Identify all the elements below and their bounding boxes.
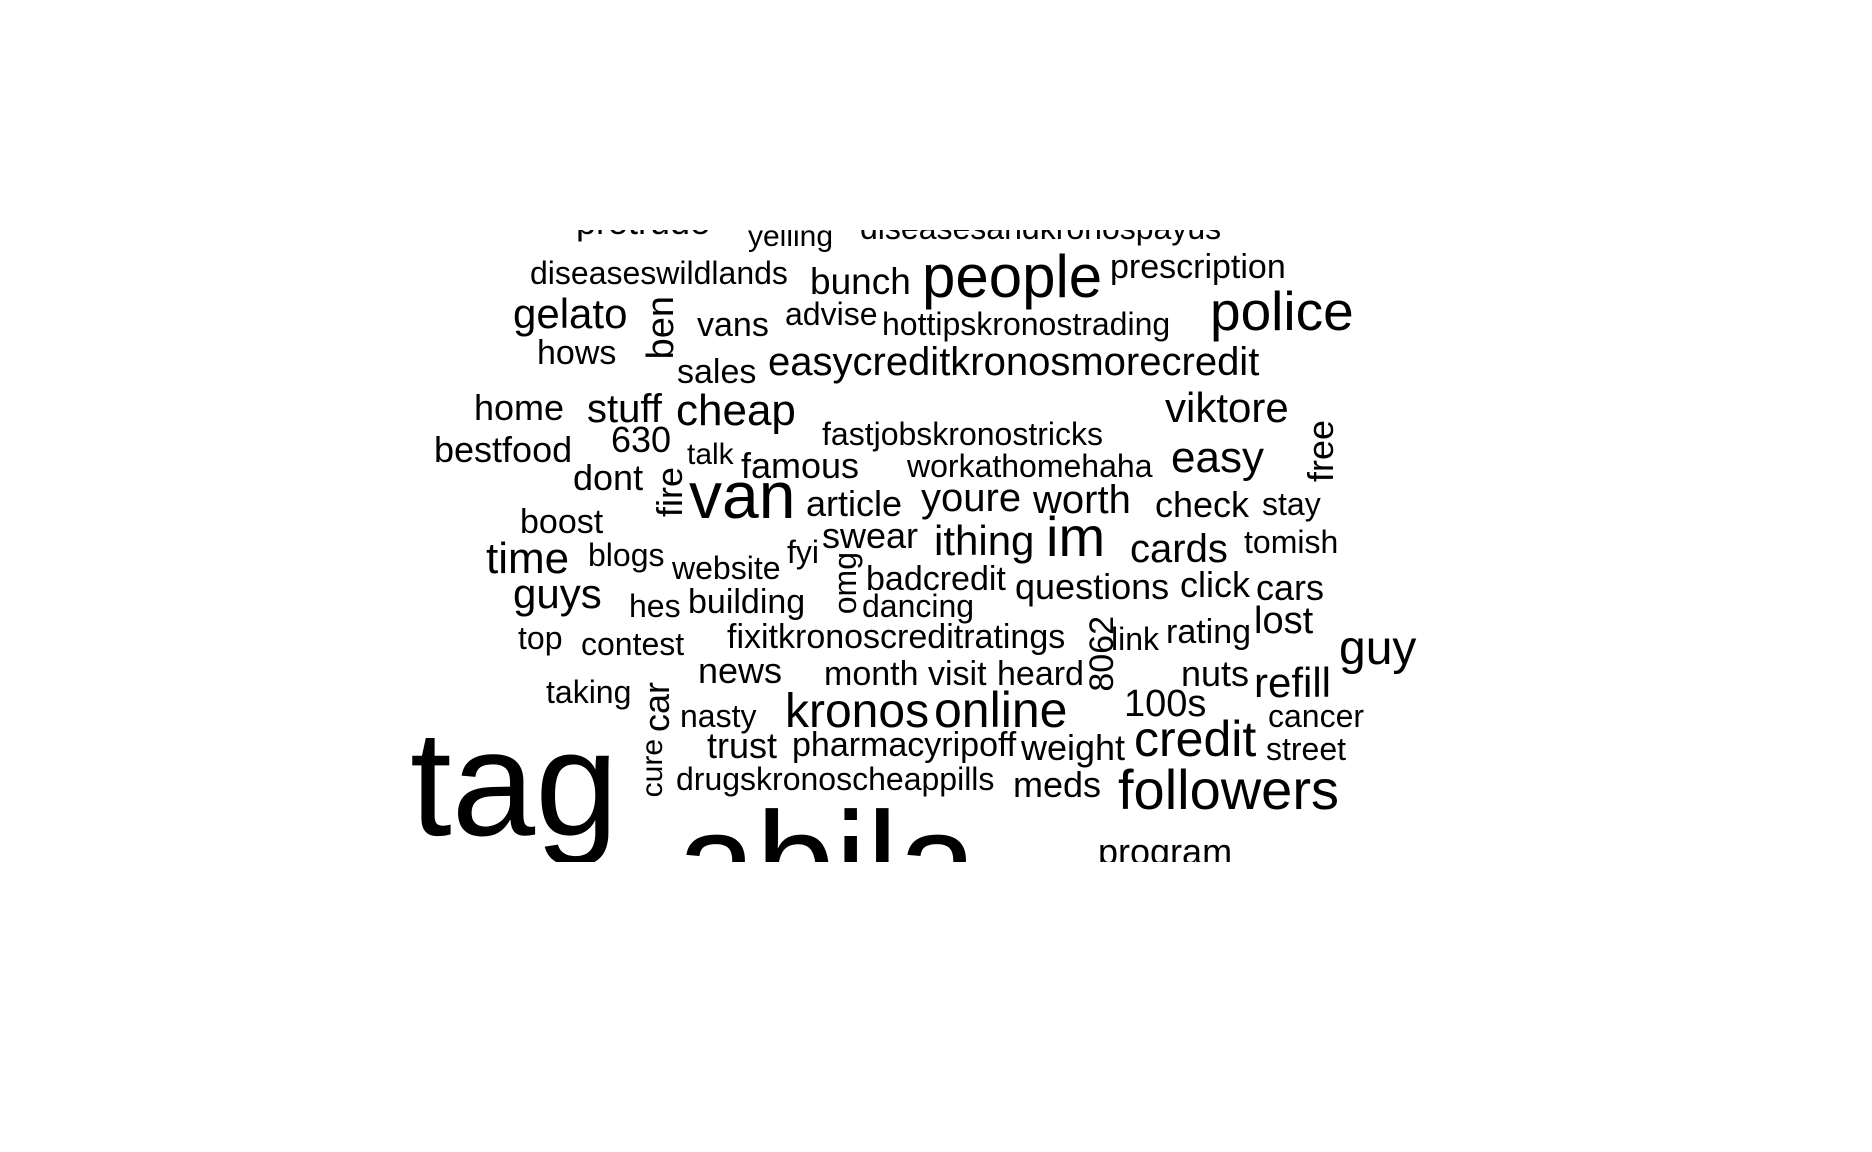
word-check: check — [1155, 484, 1250, 525]
word-tag: tag — [410, 699, 619, 862]
word-guys: guys — [513, 570, 602, 617]
word-talk: talk — [687, 438, 734, 471]
word-stay: stay — [1262, 486, 1321, 522]
word-nasty: nasty — [680, 698, 757, 734]
word-630: 630 — [611, 419, 672, 460]
word-diseasesandkronospayus: diseasesandkronospayus — [860, 230, 1221, 244]
word-home: home — [474, 387, 565, 428]
word-cure: cure — [636, 739, 669, 798]
word-fire: fire — [649, 467, 690, 518]
word-article: article — [806, 483, 903, 524]
word-ben: ben — [640, 296, 682, 360]
word-cloud: protrude yelling diseasesandkronospayus … — [0, 230, 1872, 862]
word-drugskronoscheappills: drugskronoscheappills — [676, 761, 995, 797]
word-workathomehaha: workathomehaha — [907, 448, 1153, 484]
word-fixitkronoscreditratings: fixitkronoscreditratings — [727, 618, 1066, 656]
word-viktore: viktore — [1165, 384, 1289, 431]
word-heard: heard — [997, 655, 1084, 693]
word-vans: vans — [697, 306, 769, 344]
word-im: im — [1046, 505, 1106, 568]
word-gelato: gelato — [513, 290, 628, 337]
word-program: program — [1098, 831, 1233, 863]
word-lost: lost — [1254, 600, 1314, 642]
word-diseaseswildlands: diseaseswildlands — [530, 255, 788, 291]
word-dancing: dancing — [862, 588, 975, 624]
word-free: free — [1300, 420, 1341, 483]
word-van: van — [689, 458, 796, 532]
word-hes: hes — [629, 588, 681, 624]
word-advise: advise — [785, 296, 878, 332]
word-easycreditkronosmorecredit: easycreditkronosmorecredit — [768, 340, 1260, 384]
word-bunch: bunch — [810, 261, 911, 302]
word-ithing: ithing — [934, 517, 1035, 564]
word-month: month — [824, 655, 919, 693]
word-guy: guy — [1339, 622, 1417, 675]
word-bestfood: bestfood — [434, 429, 573, 470]
word-police: police — [1210, 280, 1354, 342]
word-boost: boost — [520, 503, 604, 541]
word-kronos: kronos — [785, 685, 930, 738]
word-tomish: tomish — [1244, 524, 1339, 560]
word-website: website — [672, 550, 781, 586]
word-sales: sales — [677, 353, 757, 391]
word-car: car — [636, 682, 677, 733]
word-click: click — [1180, 564, 1250, 605]
word-pharmacyripoff: pharmacyripoff — [792, 726, 1017, 764]
word-omg: omg — [827, 552, 863, 615]
word-hows: hows — [537, 334, 617, 372]
word-fastjobskronostricks: fastjobskronostricks — [822, 416, 1103, 452]
word-online: online — [934, 682, 1068, 738]
word-cancer: cancer — [1268, 698, 1365, 734]
word-prescription: prescription — [1110, 248, 1286, 286]
word-refill: refill — [1254, 659, 1332, 706]
word-trust: trust — [707, 725, 778, 766]
word-abila: abila — [677, 792, 977, 863]
word-meds: meds — [1013, 764, 1102, 805]
word-famous: famous — [741, 445, 860, 486]
word-blogs: blogs — [588, 537, 665, 573]
word-weight: weight — [1021, 727, 1126, 768]
word-followers: followers — [1118, 758, 1339, 821]
word-visit: visit — [928, 655, 987, 693]
word-news: news — [698, 650, 783, 691]
word-time: time — [486, 534, 570, 583]
word-building: building — [688, 583, 806, 621]
word-people: people — [922, 243, 1103, 310]
word-badcredit: badcredit — [866, 560, 1006, 598]
word-street: street — [1266, 731, 1347, 767]
word-top: top — [518, 620, 563, 656]
word-contest: contest — [581, 626, 685, 662]
word-protrude: protrude — [576, 230, 710, 240]
word-worth: worth — [1033, 478, 1131, 522]
word-youre: youre — [921, 476, 1022, 520]
word-swear: swear — [822, 515, 919, 556]
word-dont: dont — [573, 457, 644, 498]
word-cheap: cheap — [676, 386, 796, 435]
word-taking: taking — [546, 674, 632, 710]
word-credit: credit — [1134, 711, 1257, 767]
word-easy: easy — [1171, 433, 1264, 482]
word-rating: rating — [1166, 613, 1252, 651]
word-nuts: nuts — [1181, 653, 1250, 694]
word-stuff: stuff — [587, 387, 662, 431]
word-cars: cars — [1256, 567, 1325, 608]
word-hottipskronostrading: hottipskronostrading — [882, 306, 1171, 342]
word-link: link — [1111, 621, 1160, 657]
word-yelling: yelling — [748, 230, 834, 253]
word-fyi: fyi — [787, 534, 819, 570]
word-100s: 100s — [1124, 683, 1207, 725]
word-cards: cards — [1130, 527, 1228, 571]
word-questions: questions — [1015, 566, 1170, 607]
